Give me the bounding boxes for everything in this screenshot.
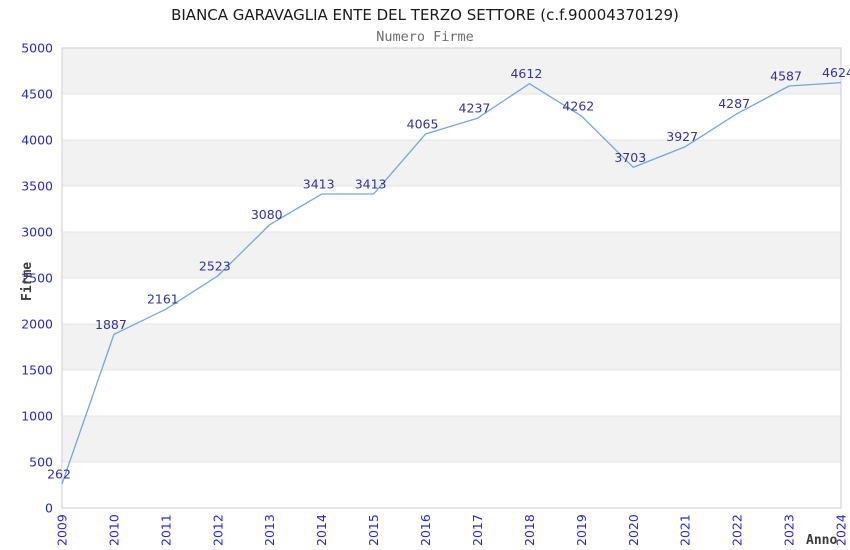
y-tick-label: 5000 xyxy=(21,41,53,56)
data-point-label: 3703 xyxy=(614,150,646,165)
y-tick-label: 0 xyxy=(45,501,53,516)
x-tick-label: 2023 xyxy=(782,514,797,546)
data-point-label: 4587 xyxy=(770,68,802,83)
data-point-label: 4612 xyxy=(510,66,542,81)
chart-subtitle: Numero Firme xyxy=(376,29,474,45)
x-tick-label: 2012 xyxy=(210,514,225,546)
data-point-label: 3413 xyxy=(303,177,335,192)
data-point-label: 4262 xyxy=(562,98,594,113)
x-tick-label: 2010 xyxy=(106,514,121,546)
plot-band xyxy=(62,48,841,94)
y-tick-label: 4500 xyxy=(21,87,53,102)
x-tick-label: 2016 xyxy=(418,514,433,546)
x-tick-label: 2013 xyxy=(262,514,277,546)
data-point-label: 1887 xyxy=(95,317,127,332)
y-tick-label: 1500 xyxy=(21,363,53,378)
chart-title: BIANCA GARAVAGLIA ENTE DEL TERZO SETTORE… xyxy=(171,6,679,24)
y-tick-label: 2000 xyxy=(21,317,53,332)
x-tick-label: 2018 xyxy=(522,514,537,546)
data-point-label: 4624 xyxy=(822,65,850,80)
data-point-label: 262 xyxy=(47,466,71,481)
x-axis-title: Anno xyxy=(806,533,837,548)
data-point-label: 3927 xyxy=(666,129,698,144)
data-point-label: 3080 xyxy=(251,207,283,222)
y-tick-label: 3500 xyxy=(21,179,53,194)
data-point-label: 4237 xyxy=(459,101,491,116)
x-tick-label: 2022 xyxy=(730,514,745,546)
x-tick-label: 2024 xyxy=(834,514,849,546)
y-tick-label: 1000 xyxy=(21,409,53,424)
y-tick-label: 500 xyxy=(29,455,53,470)
plot-band xyxy=(62,232,841,278)
data-point-label: 4065 xyxy=(407,117,439,132)
x-tick-label: 2021 xyxy=(678,514,693,546)
plot-border xyxy=(61,47,842,509)
x-tick-label: 2014 xyxy=(314,514,329,546)
x-tick-label: 2019 xyxy=(574,514,589,546)
x-tick-label: 2011 xyxy=(158,514,173,546)
y-axis-title: Firme xyxy=(20,262,35,301)
y-tick-label: 2500 xyxy=(21,271,53,286)
y-tick-label: 3000 xyxy=(21,225,53,240)
plot-band xyxy=(62,140,841,186)
data-point-label: 3413 xyxy=(355,177,387,192)
data-point-label: 2161 xyxy=(147,292,179,307)
plot-band xyxy=(62,416,841,462)
x-tick-label: 2020 xyxy=(626,514,641,546)
data-point-label: 2523 xyxy=(199,258,231,273)
y-tick-label: 4000 xyxy=(21,133,53,148)
series-line xyxy=(61,81,842,485)
x-tick-label: 2015 xyxy=(366,514,381,546)
data-point-label: 4287 xyxy=(718,96,750,111)
plot-band xyxy=(62,324,841,370)
x-tick-label: 2009 xyxy=(55,514,70,546)
x-tick-label: 2017 xyxy=(470,514,485,546)
